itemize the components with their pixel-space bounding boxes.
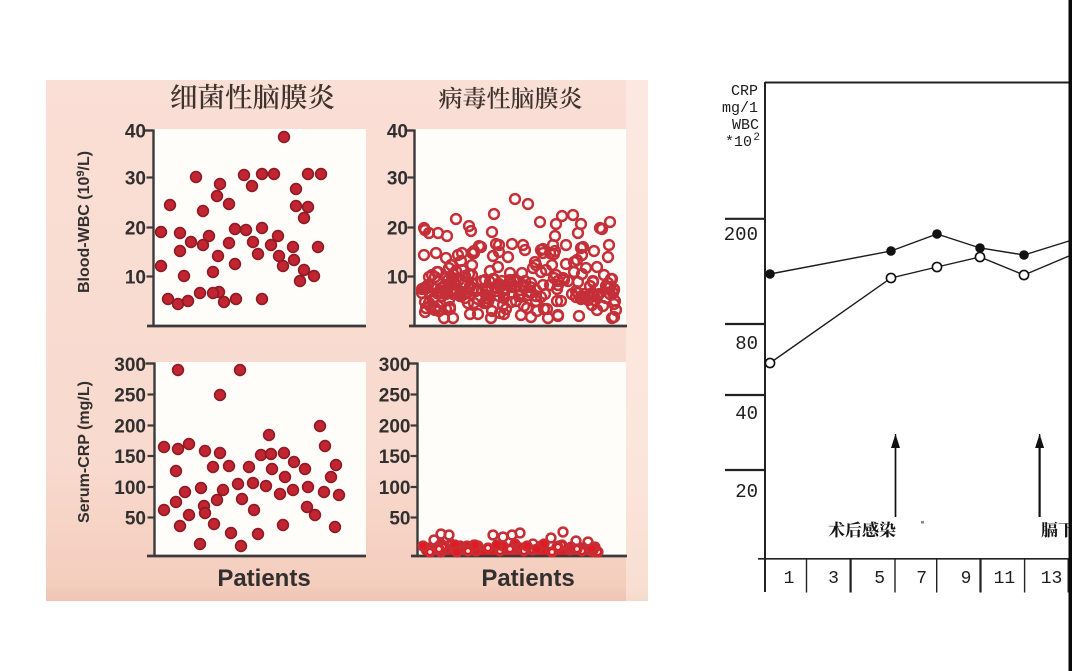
svg-text:100: 100 [379, 478, 411, 499]
svg-text:50: 50 [125, 509, 146, 530]
svg-text:300: 300 [379, 355, 411, 376]
svg-text:Serum-CRP (mg/L): Serum-CRP (mg/L) [76, 381, 93, 523]
svg-text:10: 10 [125, 268, 146, 289]
svg-text:20: 20 [387, 219, 408, 240]
svg-text:2: 2 [753, 132, 760, 144]
svg-text:30: 30 [125, 169, 146, 190]
svg-text:50: 50 [389, 509, 410, 530]
svg-text:*10: *10 [725, 134, 752, 151]
svg-text:200: 200 [379, 417, 411, 438]
svg-text:30: 30 [387, 169, 408, 190]
svg-text:200: 200 [724, 224, 758, 246]
svg-text:40: 40 [125, 122, 146, 143]
svg-text:200: 200 [114, 417, 146, 438]
svg-text:9: 9 [961, 569, 972, 589]
svg-text:10: 10 [387, 268, 408, 289]
svg-text:250: 250 [114, 386, 146, 407]
svg-text:WBC: WBC [732, 117, 759, 134]
svg-text:Patients: Patients [481, 565, 574, 592]
svg-text:3: 3 [828, 569, 839, 589]
svg-text:1: 1 [784, 569, 795, 589]
svg-text:80: 80 [735, 333, 758, 355]
svg-text:250: 250 [379, 386, 411, 407]
svg-text:40: 40 [387, 122, 408, 143]
svg-text:13: 13 [1041, 569, 1063, 589]
svg-text:7: 7 [916, 569, 927, 589]
svg-text:11: 11 [994, 569, 1016, 589]
svg-text:Patients: Patients [217, 565, 310, 592]
svg-text:150: 150 [379, 447, 411, 468]
svg-text:40: 40 [735, 403, 758, 425]
svg-text:mg/1: mg/1 [722, 100, 758, 117]
svg-text:100: 100 [114, 478, 146, 499]
svg-text:20: 20 [125, 219, 146, 240]
svg-text:150: 150 [114, 447, 146, 468]
svg-text:300: 300 [114, 355, 146, 376]
svg-text:Blood-WBC (109/L): Blood-WBC (109/L) [75, 151, 93, 293]
svg-text:20: 20 [735, 481, 758, 503]
svg-text:5: 5 [874, 569, 885, 589]
svg-text:CRP: CRP [731, 83, 758, 100]
